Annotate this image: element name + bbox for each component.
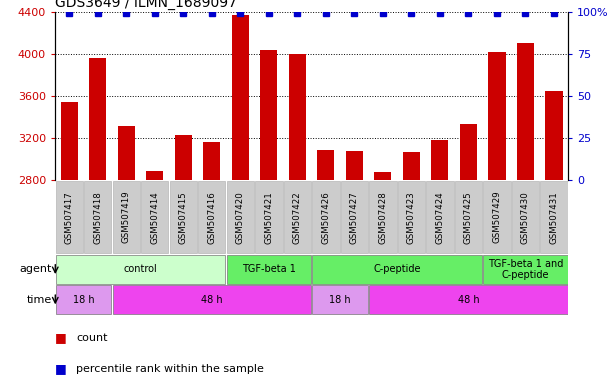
Text: GSM507422: GSM507422 (293, 191, 302, 243)
Bar (89, 58, 106, 180)
Bar (317, 149, 334, 180)
Bar (255, 181, 282, 253)
Text: GSM507426: GSM507426 (321, 191, 331, 243)
Bar (369, 181, 397, 253)
Text: count: count (76, 333, 108, 343)
Bar (198, 181, 225, 253)
Text: GSM507420: GSM507420 (236, 191, 245, 243)
Text: 18 h: 18 h (73, 295, 94, 305)
Text: GSM507423: GSM507423 (407, 191, 416, 243)
Text: GSM507418: GSM507418 (93, 191, 102, 243)
Bar (517, 43, 534, 180)
Bar (455, 181, 482, 253)
Text: GSM507416: GSM507416 (207, 191, 216, 243)
Bar (488, 51, 505, 180)
Bar (512, 181, 539, 253)
Text: GSM507419: GSM507419 (122, 191, 131, 243)
Text: agent: agent (20, 264, 52, 275)
Bar (203, 142, 221, 180)
Text: 48 h: 48 h (201, 295, 222, 305)
Text: C-peptide: C-peptide (373, 264, 421, 275)
Bar (398, 181, 425, 253)
Text: percentile rank within the sample: percentile rank within the sample (76, 364, 264, 374)
Bar (56, 181, 83, 253)
Bar (118, 126, 135, 180)
Text: GDS3649 / ILMN_1689097: GDS3649 / ILMN_1689097 (55, 0, 237, 10)
Bar (227, 255, 311, 284)
Text: GSM507427: GSM507427 (350, 191, 359, 243)
Bar (312, 181, 340, 253)
Bar (312, 285, 368, 314)
Bar (84, 181, 111, 253)
Text: TGF-beta 1 and
C-peptide: TGF-beta 1 and C-peptide (488, 258, 563, 280)
Bar (289, 54, 306, 180)
Text: time: time (27, 295, 52, 305)
Text: control: control (123, 264, 158, 275)
Text: 48 h: 48 h (458, 295, 479, 305)
Bar (232, 15, 249, 180)
Bar (483, 181, 511, 253)
Text: GSM507425: GSM507425 (464, 191, 473, 243)
Bar (483, 255, 568, 284)
Bar (312, 255, 482, 284)
Bar (431, 140, 448, 180)
Text: GSM507421: GSM507421 (265, 191, 273, 243)
Text: GSM507430: GSM507430 (521, 191, 530, 243)
Text: ■: ■ (55, 362, 67, 375)
Bar (146, 170, 163, 180)
Bar (540, 181, 568, 253)
Bar (60, 102, 78, 180)
Bar (346, 151, 363, 180)
Bar (341, 181, 368, 253)
Bar (284, 181, 311, 253)
Bar (56, 255, 225, 284)
Text: GSM507415: GSM507415 (179, 191, 188, 243)
Bar (369, 285, 568, 314)
Text: ■: ■ (55, 331, 67, 344)
Text: GSM507424: GSM507424 (436, 191, 444, 243)
Bar (546, 91, 563, 180)
Bar (112, 285, 311, 314)
Text: GSM507429: GSM507429 (492, 191, 502, 243)
Bar (112, 181, 140, 253)
Bar (403, 152, 420, 180)
Bar (175, 135, 192, 180)
Text: TGF-beta 1: TGF-beta 1 (242, 264, 296, 275)
Text: GSM507414: GSM507414 (150, 191, 159, 243)
Text: 18 h: 18 h (329, 295, 351, 305)
Bar (375, 172, 392, 180)
Bar (460, 124, 477, 180)
Bar (426, 181, 453, 253)
Bar (56, 285, 111, 314)
Bar (141, 181, 169, 253)
Bar (260, 50, 277, 180)
Text: GSM507417: GSM507417 (65, 191, 74, 243)
Bar (170, 181, 197, 253)
Bar (227, 181, 254, 253)
Text: GSM507428: GSM507428 (378, 191, 387, 243)
Text: GSM507431: GSM507431 (549, 191, 558, 243)
